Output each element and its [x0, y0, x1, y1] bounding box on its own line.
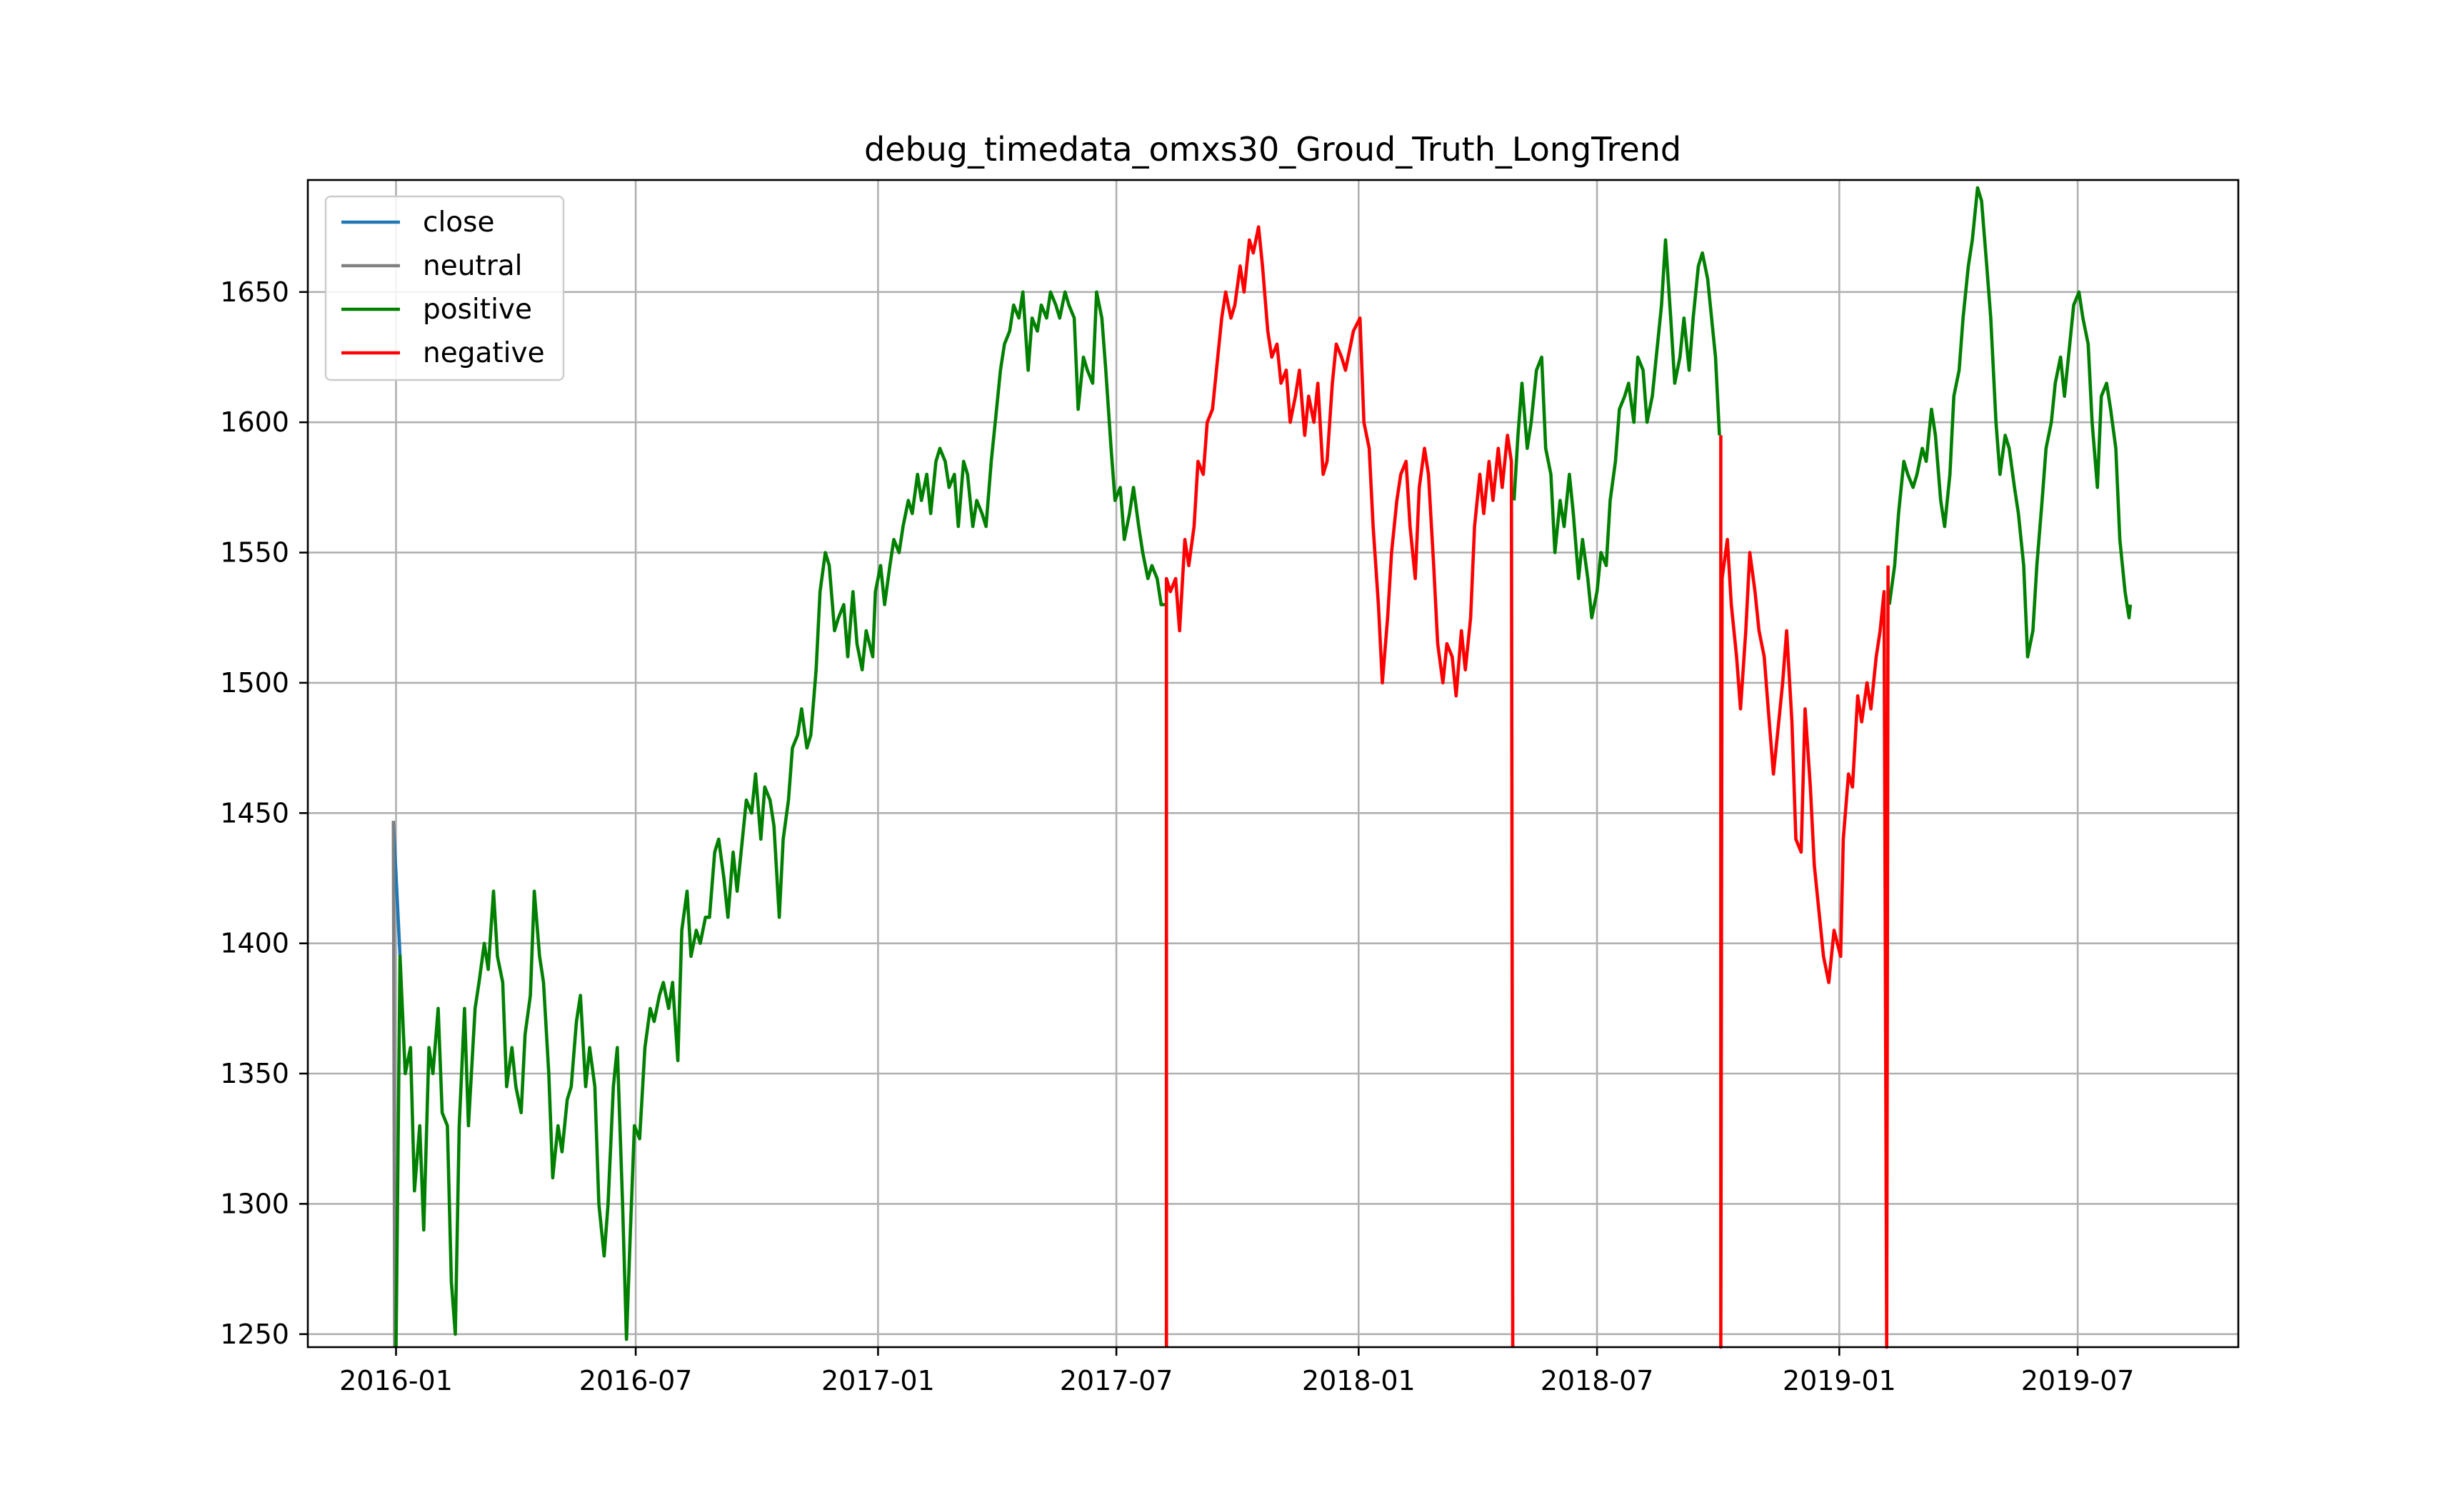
series-line-neutral	[391, 821, 397, 1348]
x-tick-label: 2016-01	[339, 1365, 453, 1396]
x-tick-label: 2019-01	[1783, 1365, 1896, 1396]
legend-label-close: close	[423, 206, 494, 239]
series-line-negative	[1719, 435, 1890, 1349]
y-tick-label: 1250	[220, 1319, 289, 1350]
x-tick-label: 2017-01	[821, 1365, 935, 1396]
legend-label-positive: positive	[423, 294, 532, 326]
x-tick-label: 2018-01	[1302, 1365, 1416, 1396]
legend-box	[324, 195, 565, 381]
x-tick-label: 2017-07	[1060, 1365, 1173, 1396]
legend-label-neutral: neutral	[423, 250, 523, 282]
y-tick-label: 1450	[220, 797, 289, 829]
chart-title: debug_timedata_omxs30_Groud_Truth_LongTr…	[864, 130, 1681, 169]
legend-label-negative: negative	[423, 337, 545, 369]
y-tick-label: 1600	[220, 406, 289, 438]
series-line-negative	[1164, 225, 1515, 1348]
series-layer	[391, 186, 2133, 1349]
legend: close neutral positive negative	[324, 195, 565, 381]
series-line-positive	[394, 290, 1166, 1348]
plot-frame	[306, 179, 2240, 1349]
x-tick-label: 2018-07	[1541, 1365, 1654, 1396]
series-line-positive	[1888, 186, 2133, 659]
y-tick-label: 1650	[220, 276, 289, 308]
y-tick-label: 1350	[220, 1058, 289, 1089]
grid	[308, 180, 2238, 1347]
ticks: 2016-01 2016-07 2017-01 2017-07 2018-01 2018-…	[220, 276, 2134, 1396]
y-tick-label: 1400	[220, 928, 289, 959]
x-tick-label: 2016-07	[579, 1365, 693, 1396]
x-tick-label: 2019-07	[2021, 1365, 2135, 1396]
series-line-positive	[1512, 238, 1721, 620]
y-tick-label: 1550	[220, 537, 289, 569]
y-tick-label: 1300	[220, 1188, 289, 1219]
y-tick-label: 1500	[220, 667, 289, 699]
